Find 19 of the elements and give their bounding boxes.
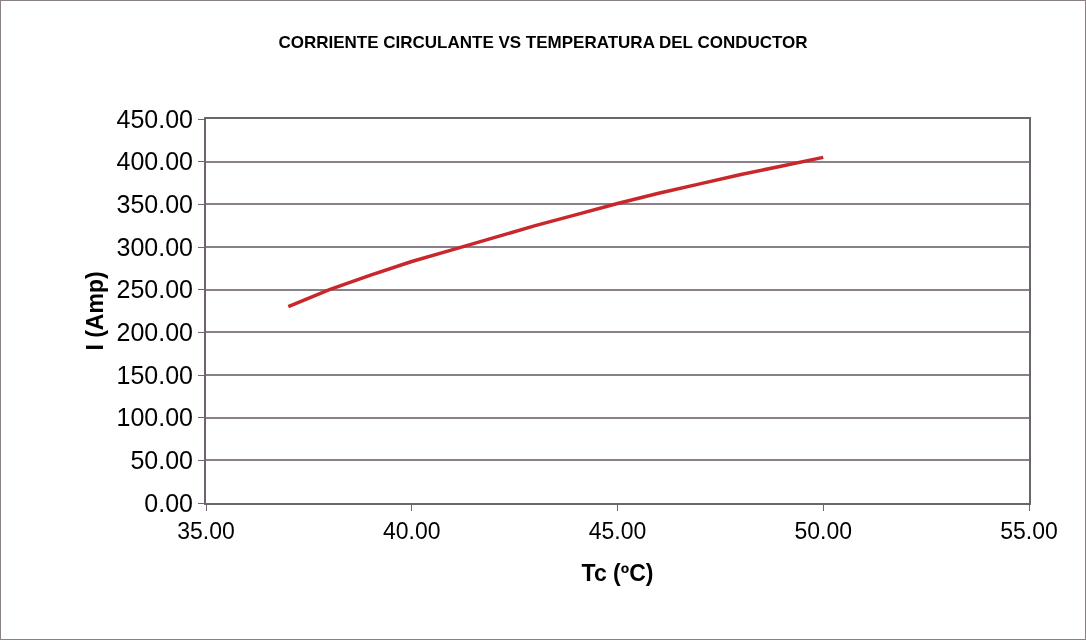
x-tick-label: 50.00 — [794, 517, 853, 544]
y-tick-label: 450.00 — [116, 104, 193, 133]
x-tick-label: 45.00 — [588, 517, 647, 544]
y-tick-label: 250.00 — [116, 275, 193, 304]
x-tick-label: 40.00 — [382, 517, 441, 544]
y-tick-label: 100.00 — [116, 403, 193, 432]
y-tick-label: 50.00 — [130, 446, 193, 475]
y-tick-label: 400.00 — [116, 147, 193, 176]
line-series — [286, 155, 825, 309]
x-tick-label: 35.00 — [177, 517, 235, 544]
x-tick-label: 55.00 — [1000, 517, 1058, 544]
y-tick-label: 150.00 — [116, 360, 193, 389]
y-tick-label: 350.00 — [116, 190, 193, 219]
x-axis-title: Tc (ºC) — [581, 559, 654, 586]
y-tick-label: 200.00 — [116, 318, 193, 347]
y-axis-title: I (Amp) — [82, 271, 109, 351]
y-tick-label: 0.00 — [144, 488, 193, 517]
chart-title: CORRIENTE CIRCULANTE VS TEMPERATURA DEL CONDUCTOR — [278, 32, 808, 52]
y-tick-label: 300.00 — [116, 232, 193, 261]
